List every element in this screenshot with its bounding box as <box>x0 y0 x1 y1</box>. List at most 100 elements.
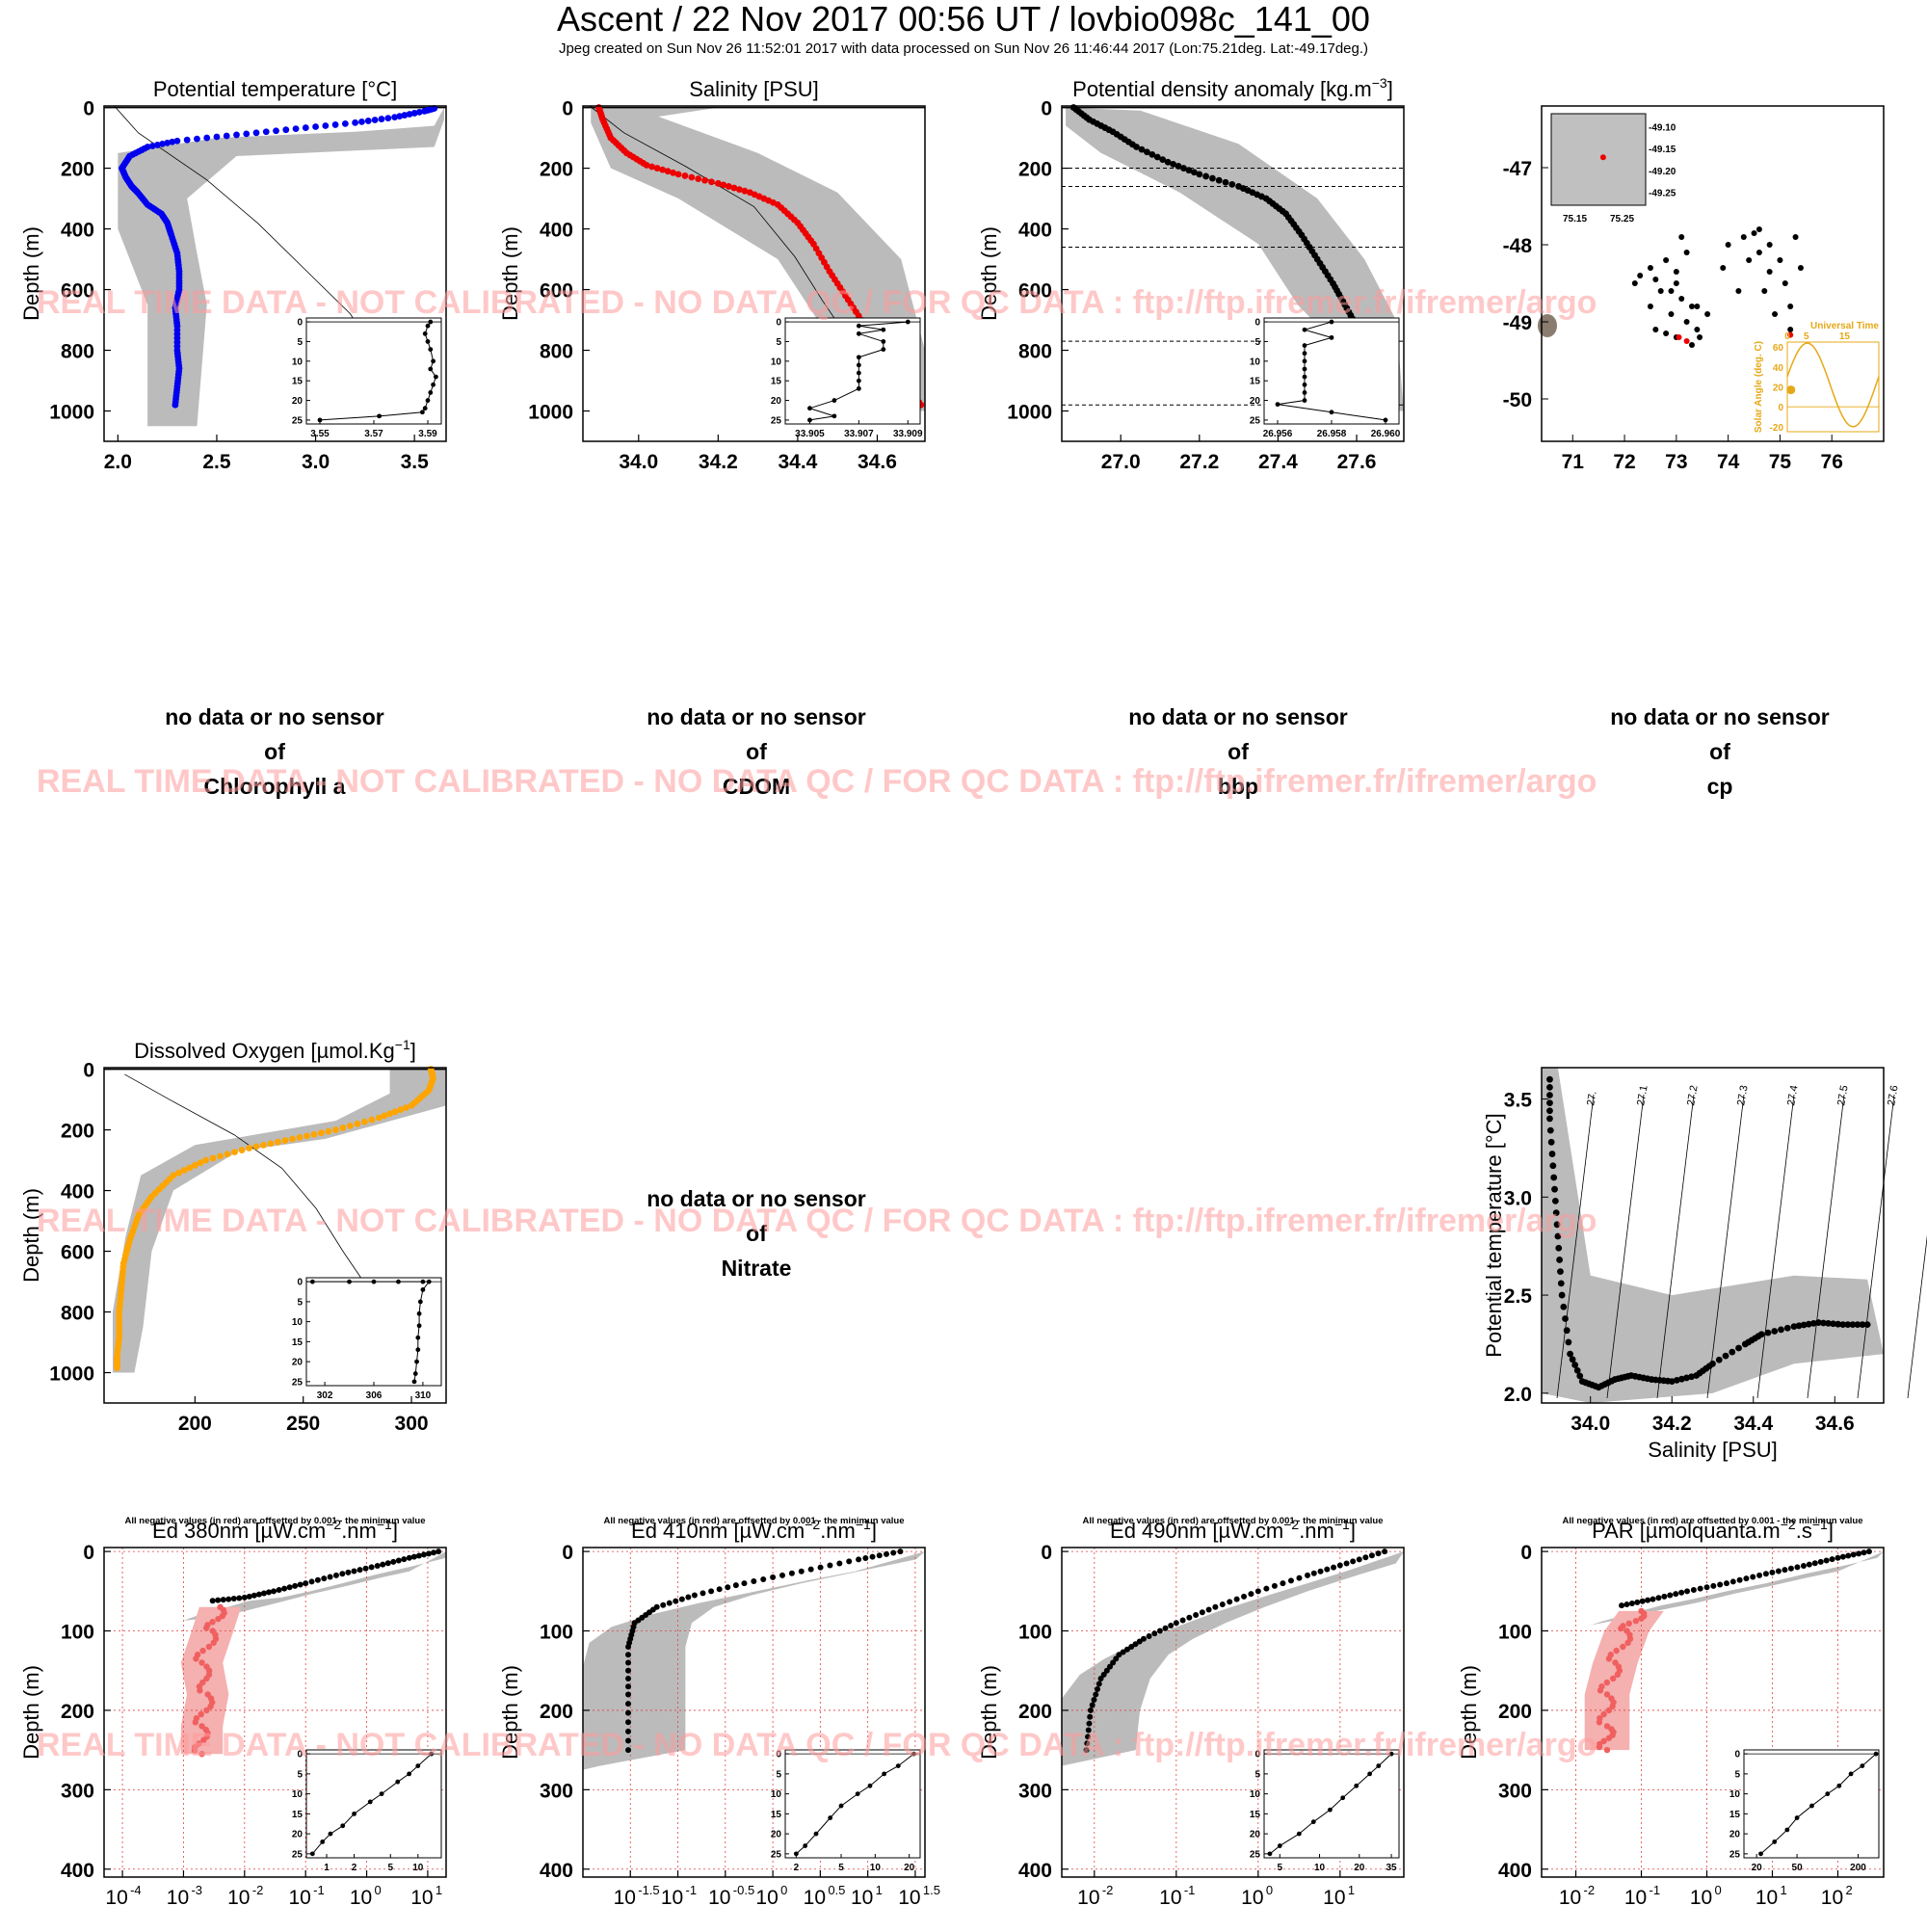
profile-point <box>310 1130 318 1138</box>
no-data-bbp: no data or no sensor of bbp <box>1128 704 1348 799</box>
profile-point <box>817 1564 824 1571</box>
profile-point <box>233 131 240 139</box>
inset-frame <box>784 317 921 425</box>
isopycnal-label: 27.5 <box>1835 1084 1851 1106</box>
x-tick-exponent: -2 <box>1102 1883 1114 1897</box>
y-tick-label: 2.5 <box>1504 1285 1533 1308</box>
profile-point <box>252 1143 260 1151</box>
negative-point <box>1624 1639 1631 1647</box>
negative-point <box>200 1736 207 1744</box>
isopycnal-label: 27.2 <box>1685 1084 1701 1106</box>
profile-point <box>1263 1585 1270 1592</box>
profile-point <box>251 1592 257 1599</box>
profile-point <box>1156 1628 1163 1634</box>
x-tick-label: 10 <box>105 1887 127 1909</box>
ts-point <box>1573 1366 1581 1374</box>
float-position <box>1772 311 1779 317</box>
profile-point <box>345 1569 352 1575</box>
x-tick-label: 34.2 <box>699 451 738 473</box>
ts-point <box>1795 1322 1803 1330</box>
profile-point <box>670 169 676 176</box>
inset-point <box>1848 1771 1854 1777</box>
inset-point <box>422 331 428 336</box>
inset-x-tick-label: 2 <box>794 1863 800 1873</box>
x-tick-label: 250 <box>286 1413 320 1435</box>
profile-point <box>730 184 738 192</box>
y-tick-label: 600 <box>61 280 94 303</box>
x-tick-label: 10 <box>1624 1887 1647 1909</box>
plot-frame <box>582 105 926 442</box>
inset-point <box>881 347 886 352</box>
profile-point <box>352 119 359 126</box>
profile-point <box>1173 1620 1179 1627</box>
profile-point <box>664 168 672 175</box>
ts-point <box>1550 1174 1558 1181</box>
ts-point <box>1790 1323 1798 1331</box>
plot-title: Potential density anomaly [kg.m−3] <box>1072 75 1393 101</box>
profile-point <box>230 1596 237 1602</box>
profile-point <box>224 1151 231 1158</box>
isopycnal-line <box>1606 1094 1645 1399</box>
profile-point <box>164 139 172 146</box>
profile-point <box>223 132 230 140</box>
inset-x-tick-label: 3.57 <box>364 429 383 439</box>
profile-point <box>1645 1597 1651 1603</box>
profile-point <box>625 1675 632 1681</box>
inset-point <box>428 366 434 372</box>
profile-point <box>1095 1685 1101 1692</box>
y-axis-label: Depth (m) <box>498 1665 522 1760</box>
y-axis-label: Depth (m) <box>19 226 43 321</box>
y-tick-label: 1000 <box>49 1363 94 1386</box>
profile-point <box>1089 1702 1095 1708</box>
profile-point <box>209 1598 216 1604</box>
profile-point <box>1175 163 1182 170</box>
inset-point <box>416 1323 422 1329</box>
y-axis-label: Depth (m) <box>977 1665 1001 1760</box>
float-position <box>1787 327 1794 332</box>
inset-point <box>813 1831 819 1837</box>
x-tick-label: 10 <box>1241 1887 1263 1909</box>
ts-point <box>1809 1319 1817 1327</box>
inset-y-tick-label: 10 <box>292 357 304 367</box>
profile-point <box>1710 1582 1717 1589</box>
profile-point <box>1196 171 1203 178</box>
no-data-line1: no data or no sensor <box>1610 704 1830 729</box>
profile-point <box>1817 1558 1824 1565</box>
profile-point <box>401 1556 408 1563</box>
profile-point <box>1185 167 1193 174</box>
profile-point <box>714 179 722 187</box>
float-position <box>1735 288 1742 294</box>
float-position <box>1631 280 1638 286</box>
inset-point <box>340 1823 346 1829</box>
inset-point <box>1340 1795 1346 1801</box>
float-position <box>1678 296 1685 302</box>
profile-point <box>1850 1551 1857 1558</box>
float-position <box>1683 319 1690 325</box>
profile-point <box>431 1549 437 1556</box>
profile-point <box>1769 1569 1776 1575</box>
inset-point <box>1267 1851 1273 1857</box>
float-position <box>1688 304 1695 309</box>
x-tick-label: 2.5 <box>202 451 231 473</box>
x-tick-exponent: -1 <box>1184 1883 1196 1897</box>
inset-point <box>429 1751 435 1757</box>
x-tick-label: 34.0 <box>1571 1413 1610 1435</box>
inset-x-tick-label: 26.960 <box>1371 429 1401 439</box>
profile-point <box>685 1594 692 1601</box>
negative-point <box>203 1707 210 1714</box>
x-tick-label: 10 <box>755 1887 778 1909</box>
inset-y-tick-label: 15 <box>1250 1810 1261 1820</box>
zoom-x-tick-label: 75.25 <box>1610 214 1634 225</box>
inset-y-tick-label: 25 <box>292 1849 304 1860</box>
inset-y-tick-label: 0 <box>297 1278 303 1288</box>
x-tick-label: 10 <box>1159 1887 1181 1909</box>
inset-point <box>803 1843 808 1848</box>
y-tick-label: 100 <box>1018 1622 1052 1644</box>
profile-point <box>356 1567 363 1574</box>
profile-point <box>312 123 319 130</box>
float-position <box>1755 226 1762 232</box>
zoom-current-position <box>1599 154 1606 161</box>
profile-point <box>1162 1625 1169 1631</box>
profile-point <box>1655 1595 1662 1601</box>
profile-point <box>1215 176 1223 184</box>
